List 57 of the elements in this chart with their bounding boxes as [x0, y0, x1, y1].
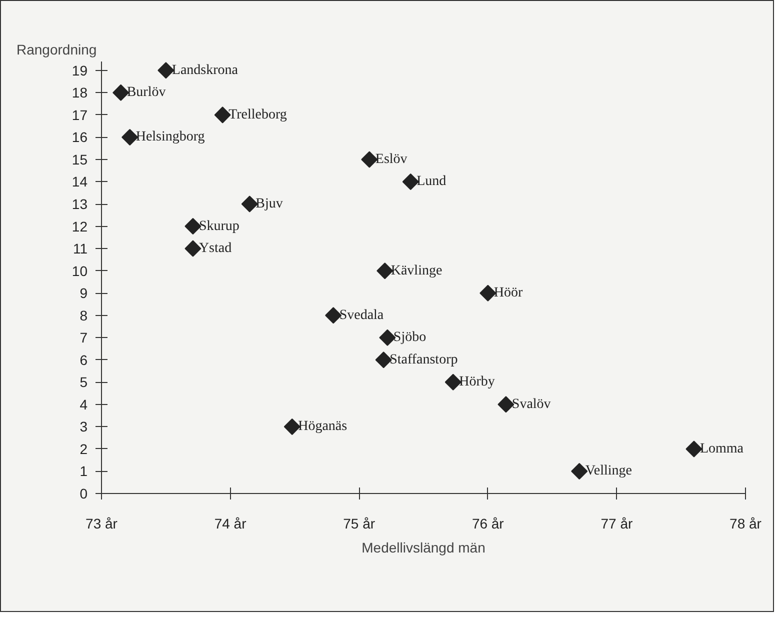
y-tick-label: 8: [80, 307, 88, 324]
x-tick-label: 78 år: [730, 516, 762, 532]
annotation: Bjuv: [256, 196, 283, 212]
y-tick-label: 18: [72, 84, 88, 101]
annotation: Landskrona: [172, 62, 239, 78]
y-tick-label: 11: [72, 240, 88, 257]
annotation: Staffanstorp: [390, 352, 458, 368]
y-tick-label: 1: [80, 463, 88, 480]
point: [686, 440, 702, 458]
annotation: Svalöv: [512, 396, 551, 412]
point: [375, 352, 392, 368]
annotation: Vellinge: [585, 464, 632, 479]
point: [498, 396, 514, 413]
annotation: Kävlinge: [390, 263, 442, 278]
point: [184, 218, 202, 235]
x-tick-label: 75 år: [343, 516, 376, 532]
annotation: Lund: [416, 174, 446, 190]
annotation: Burlöv: [126, 85, 166, 100]
y-tick-label: 4: [80, 396, 88, 412]
y-axis-title: Rangordning: [16, 42, 97, 58]
x-tick-label: 73 år: [86, 516, 118, 532]
y-tick-label: 12: [72, 218, 88, 234]
annotation: Sjöbo: [393, 330, 426, 346]
point: [444, 374, 462, 390]
annotation: Lomma: [700, 441, 744, 456]
point: [379, 329, 396, 346]
annotation: Helsingborg: [136, 130, 205, 145]
point: [325, 307, 342, 324]
annotation: Höganäs: [298, 419, 348, 434]
y-tick-label: 10: [72, 262, 88, 279]
annotation: Svedala: [339, 308, 384, 323]
y-tick-label: 17: [72, 106, 88, 123]
y-tick-label: 7: [80, 330, 88, 346]
point: [402, 173, 419, 190]
x-tick-label: 74 år: [214, 516, 247, 532]
annotation: Ystad: [198, 241, 232, 256]
y-tick-label: 14: [72, 174, 88, 190]
annotation: Skurup: [198, 218, 240, 234]
point: [241, 196, 258, 212]
y-tick-label: 5: [80, 374, 88, 390]
y-tick-label: 3: [80, 418, 88, 435]
y-tick-label: 13: [72, 196, 88, 212]
y-tick-label: 2: [80, 440, 88, 457]
point: [284, 418, 300, 435]
x-tick-label: 77 år: [600, 516, 633, 532]
annotation: Eslöv: [375, 152, 408, 167]
y-tick-label: 16: [72, 129, 88, 146]
y-tick-label: 6: [80, 352, 88, 368]
annotation: Höör: [494, 286, 524, 301]
x-axis-title: Medellivslängd män: [362, 540, 486, 556]
y-tick-label: 9: [80, 285, 88, 302]
x-tick-label: 76 år: [472, 516, 504, 532]
y-tick-label: 19: [72, 62, 88, 78]
annotation: Trelleborg: [228, 107, 287, 122]
annotation: Hörby: [459, 374, 495, 390]
y-tick-label: 15: [72, 151, 88, 168]
y-tick-label: 0: [80, 486, 88, 502]
